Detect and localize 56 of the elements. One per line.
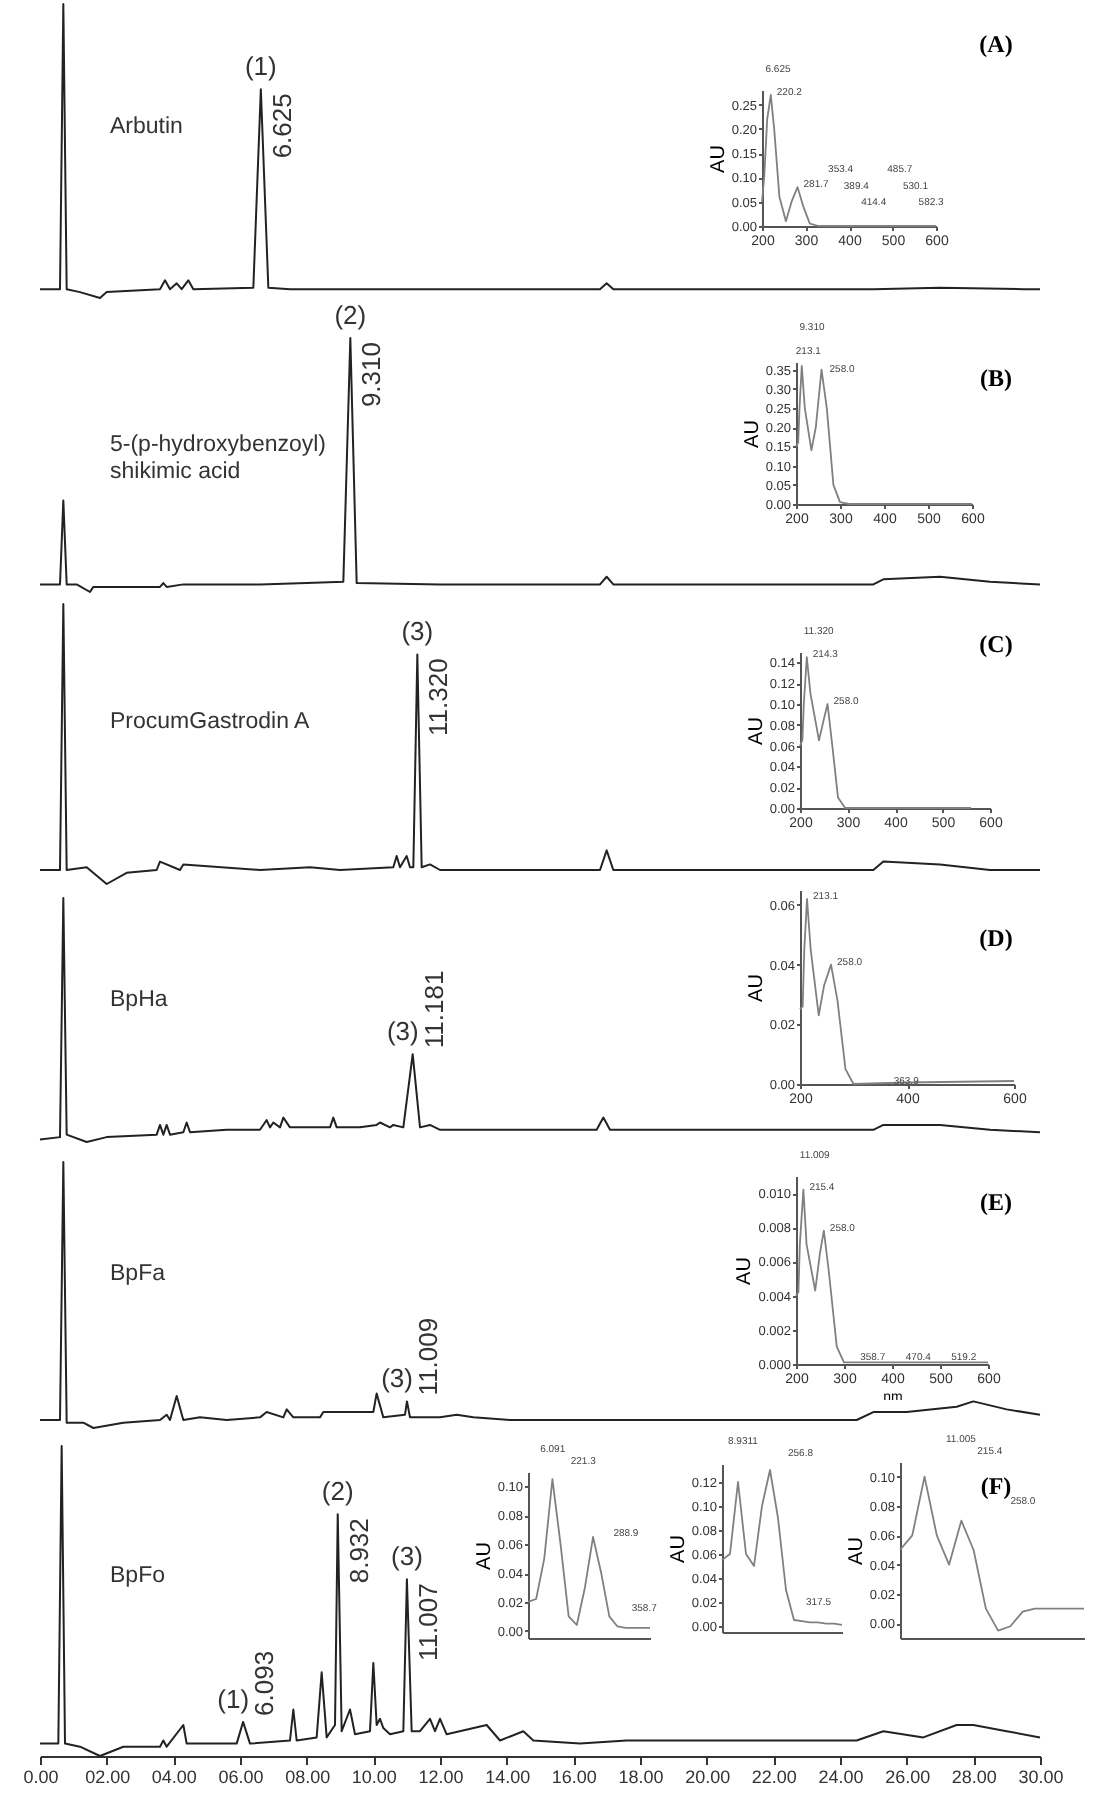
y-axis-title: AU (845, 1537, 868, 1565)
x-tick-label: 04.00 (150, 1767, 196, 1787)
x-tick-label: 12.00 (417, 1767, 463, 1787)
annotation: (E) (979, 1188, 1011, 1216)
annotation: (3) (390, 1541, 422, 1572)
y-axis-title: AU (667, 1535, 690, 1563)
annotation: (A) (978, 30, 1012, 58)
x-tick-label: 26.00 (884, 1767, 930, 1787)
y-axis-title: AU (734, 1257, 757, 1285)
line-series (795, 364, 973, 505)
annotation: BpHa (109, 988, 168, 1013)
x-tick-label: 10.00 (350, 1767, 396, 1787)
y-axis-title: AU (741, 420, 764, 448)
x-tick-label: 14.00 (484, 1767, 530, 1787)
x-tick-label: 16.00 (550, 1767, 596, 1787)
annotation: (D) (978, 924, 1012, 952)
x-tick-label: 08.00 (284, 1767, 330, 1787)
annotation: (F) (979, 1472, 1011, 1500)
y-axis-title: AU (707, 145, 730, 173)
annotation: 11.320 (422, 658, 453, 736)
line-series (799, 898, 1015, 1085)
y-axis-title: AU (745, 717, 768, 745)
annotation: 6.625 (265, 93, 296, 159)
x-tick-label: 06.00 (217, 1767, 263, 1787)
annotation: 9.310 (355, 342, 386, 408)
annotation: ProcumGastrodin A (109, 709, 310, 734)
annotation: 11.007 (411, 1583, 442, 1661)
annotation: (C) (978, 630, 1012, 658)
annotation: (2) (320, 1476, 353, 1507)
annotation: 11.009 (411, 1317, 442, 1396)
x-tick-label: 0.00 (22, 1767, 58, 1787)
line-series (899, 1475, 1085, 1632)
x-tick-label: 24.00 (817, 1767, 863, 1787)
x-tick-label: 20.00 (684, 1767, 730, 1787)
y-axis-title: AU (473, 1542, 496, 1570)
x-tick-label: 28.00 (950, 1767, 996, 1787)
annotation: (1) (243, 51, 276, 82)
x-tick-label: 30.00 (1017, 1767, 1063, 1787)
annotation: (B) (979, 364, 1011, 392)
annotation: 5-(p-hydroxybenzoyl) shikimic acid (109, 432, 326, 484)
annotation: 11.181 (417, 970, 448, 1049)
x-tick-label: 22.00 (750, 1767, 796, 1787)
annotation: BpFa (109, 1261, 166, 1286)
annotation: Arbutin (109, 115, 182, 140)
annotation: (1) (216, 1683, 249, 1714)
annotation: 8.932 (342, 1518, 373, 1584)
annotation: (2) (333, 300, 366, 330)
x-tick-label: 18.00 (617, 1767, 663, 1787)
line-series (721, 1469, 843, 1626)
annotation: (3) (400, 616, 433, 647)
x-tick-label: 02.00 (84, 1767, 130, 1787)
annotation: BpFo (109, 1564, 164, 1589)
annotation: (3) (380, 1363, 412, 1394)
annotation: 6.093 (248, 1650, 279, 1716)
y-axis-title: AU (745, 974, 768, 1002)
annotation: (3) (385, 1016, 418, 1047)
